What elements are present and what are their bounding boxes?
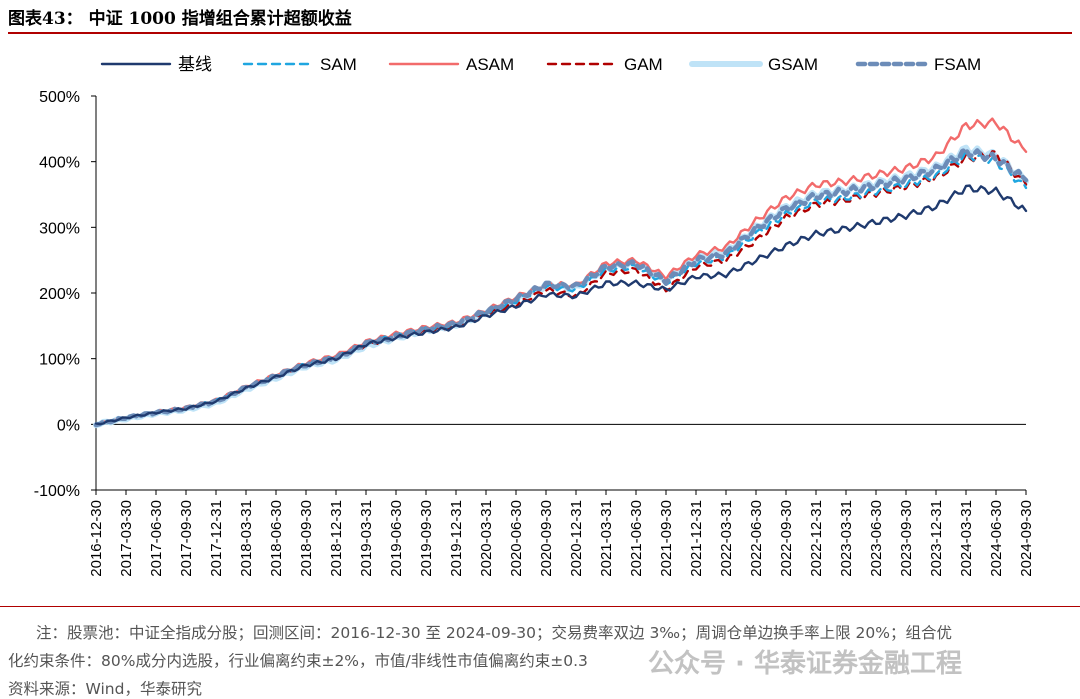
x-tick-label: 2023-09-30 <box>898 500 915 577</box>
source-text: 资料来源：Wind，华泰研究 <box>8 680 202 698</box>
x-tick-label: 2018-12-31 <box>328 500 345 577</box>
x-tick-label: 2018-09-30 <box>298 500 315 577</box>
series-line-ASAM <box>94 117 1028 427</box>
legend-label-SAM: SAM <box>320 55 357 74</box>
x-tick-label: 2018-06-30 <box>268 500 285 577</box>
x-tick-label: 2024-06-30 <box>988 500 1005 577</box>
y-tick-label: 400% <box>39 155 80 172</box>
legend-label-FSAM: FSAM <box>934 55 981 74</box>
x-tick-label: 2017-12-31 <box>208 500 225 577</box>
x-tick-label: 2019-06-30 <box>388 500 405 577</box>
y-tick-label: 0% <box>57 417 80 434</box>
x-tick-label: 2019-03-31 <box>358 500 375 577</box>
x-tick-label: 2017-09-30 <box>178 500 195 577</box>
note-line-2: 化约束条件：80%成分内选股，行业偏离约束±2%，市值/非线性市值偏离约束±0.… <box>8 652 588 670</box>
legend-label-ASAM: ASAM <box>466 55 514 74</box>
y-tick-label: 300% <box>39 220 80 237</box>
x-tick-label: 2017-06-30 <box>148 500 165 577</box>
x-tick-label: 2021-09-30 <box>658 500 675 577</box>
chart-title: 图表43： 中证 1000 指增组合累计超额收益 <box>8 4 1072 34</box>
x-tick-label: 2022-12-31 <box>808 500 825 577</box>
x-tick-label: 2022-06-30 <box>748 500 765 577</box>
notes-section: 注：股票池：中证全指成分股；回测区间：2016-12-30 至 2024-09-… <box>0 606 1080 698</box>
legend-label-GAM: GAM <box>624 55 663 74</box>
x-tick-label: 2024-09-30 <box>1018 500 1035 577</box>
y-tick-label: 200% <box>39 286 80 303</box>
chart-series <box>93 117 1029 429</box>
y-tick-label: -100% <box>34 483 80 500</box>
x-tick-label: 2020-09-30 <box>538 500 555 577</box>
x-tick-label: 2020-03-31 <box>478 500 495 577</box>
x-tick-label: 2019-12-31 <box>448 500 465 577</box>
x-tick-label: 2020-06-30 <box>508 500 525 577</box>
x-tick-label: 2019-09-30 <box>418 500 435 577</box>
legend-label-基线: 基线 <box>178 55 212 74</box>
legend-label-GSAM: GSAM <box>768 55 818 74</box>
x-tick-label: 2022-03-31 <box>718 500 735 577</box>
x-tick-label: 2023-12-31 <box>928 500 945 577</box>
x-tick-label: 2022-09-30 <box>778 500 795 577</box>
x-tick-label: 2021-03-31 <box>598 500 615 577</box>
series-line-基线 <box>94 184 1028 426</box>
x-tick-label: 2020-12-31 <box>568 500 585 577</box>
x-tick-label: 2021-06-30 <box>628 500 645 577</box>
x-tick-label: 2024-03-31 <box>958 500 975 577</box>
x-tick-label: 2018-03-31 <box>238 500 255 577</box>
line-chart: 基线 SAM ASAM GAM GSAM FSAM -100% 0% 100% 200% 300%… <box>34 55 1035 577</box>
y-tick-label: 100% <box>39 352 80 369</box>
x-tick-label: 2023-06-30 <box>868 500 885 577</box>
y-tick-label: 500% <box>39 89 80 106</box>
chart-legend: 基线 SAM ASAM GAM GSAM FSAM <box>100 55 981 74</box>
note-line-1: 注：股票池：中证全指成分股；回测区间：2016-12-30 至 2024-09-… <box>36 624 952 642</box>
chart-axes: -100% 0% 100% 200% 300% 400% 500% 2016-12-30 201… <box>34 89 1035 577</box>
x-tick-label: 2016-12-30 <box>88 500 105 577</box>
x-tick-label: 2023-03-31 <box>838 500 855 577</box>
watermark: 公众号 · 华泰证券金融工程 <box>648 649 962 679</box>
x-tick-label: 2017-03-30 <box>118 500 135 577</box>
x-tick-label: 2021-12-31 <box>688 500 705 577</box>
